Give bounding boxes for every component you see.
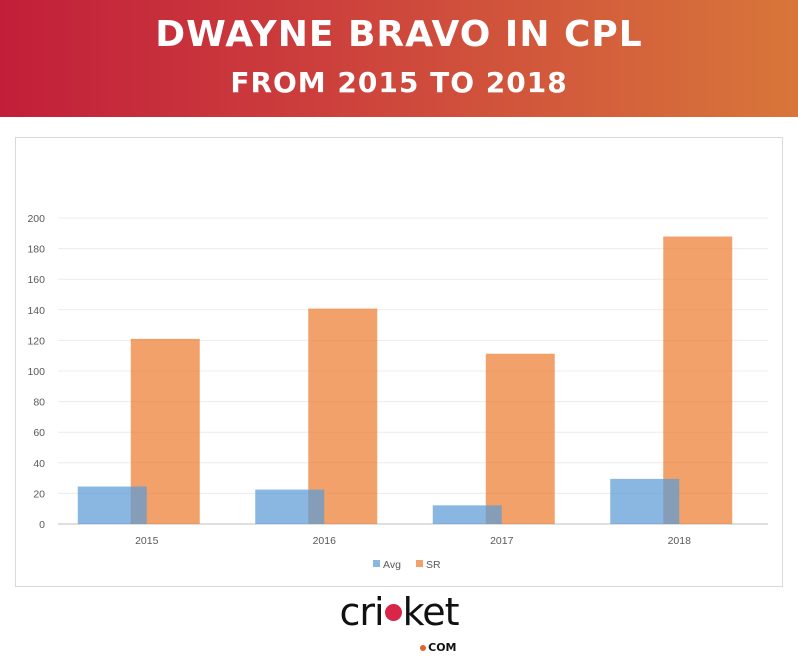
y-tick-label: 80 [33, 397, 45, 409]
logo-text-end: ket [402, 590, 460, 634]
dot-icon [420, 645, 427, 651]
title-banner: DWAYNE BRAVO IN CPL FROM 2015 TO 2018 [0, 0, 798, 117]
y-tick-label: 60 [33, 427, 45, 439]
y-tick-label: 120 [27, 335, 45, 347]
y-tick-label: 0 [39, 519, 45, 531]
bar-sr [308, 308, 378, 524]
logo-text-start: cri [339, 590, 384, 634]
bar-avg [432, 505, 502, 524]
legend-swatch [373, 560, 380, 567]
bar-avg [77, 486, 147, 524]
chart-subtitle: FROM 2015 TO 2018 [230, 66, 568, 99]
x-tick-label: 2015 [135, 535, 159, 547]
bar-sr [663, 236, 733, 524]
legend-label: SR [426, 559, 441, 571]
cricket-com-logo: cri ket COM [0, 590, 798, 654]
legend-swatch [416, 560, 423, 567]
chart-title: DWAYNE BRAVO IN CPL [155, 14, 643, 55]
x-tick-label: 2016 [313, 535, 337, 547]
x-tick-label: 2017 [490, 535, 514, 547]
bar-chart: 0 20 40 60 80 100 120 140 160 180 200 2015 2016 2017 2… [27, 213, 768, 571]
y-tick-label: 180 [27, 244, 45, 256]
y-tick-label: 160 [27, 274, 45, 286]
y-tick-label: 200 [27, 213, 45, 225]
logo-wordmark: cri ket COM [339, 590, 460, 654]
y-tick-label: 40 [33, 458, 45, 470]
bar-sr [485, 353, 555, 524]
logo-suffix: COM [420, 628, 457, 668]
y-tick-label: 100 [27, 366, 45, 378]
chart-area: 0 20 40 60 80 100 120 140 160 180 200 2015 2016 2017 2… [15, 137, 783, 587]
y-tick-label: 20 [33, 488, 45, 500]
x-tick-label: 2018 [668, 535, 692, 547]
bar-avg [255, 489, 325, 524]
bar-avg [610, 478, 680, 524]
y-tick-label: 140 [27, 305, 45, 317]
legend-label: Avg [383, 559, 401, 571]
cricket-ball-icon [384, 604, 402, 621]
logo-suffix-text: COM [428, 641, 457, 654]
